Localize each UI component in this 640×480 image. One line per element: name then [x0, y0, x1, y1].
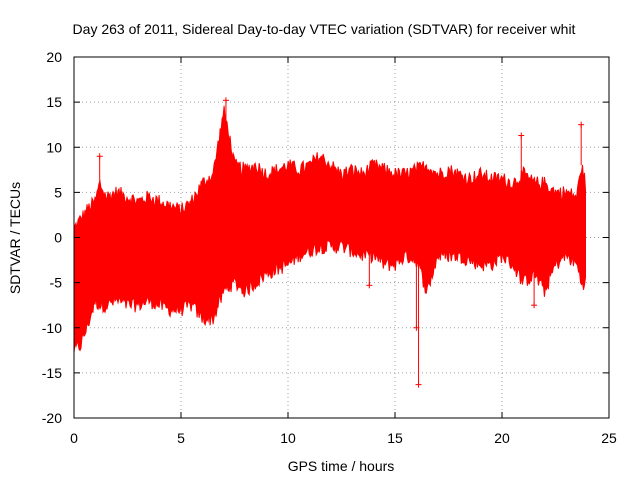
axis-ticks: [73, 56, 610, 419]
y-axis-label: SDTVAR / TECUs: [7, 182, 23, 294]
x-tick-label: 0: [70, 430, 78, 446]
y-tick-label: -10: [42, 320, 62, 336]
x-tick-label: 15: [387, 430, 403, 446]
y-tick-label: 5: [54, 184, 62, 200]
x-tick-labels: 0 5 10 15 20 25: [70, 430, 617, 446]
x-tick-label: 5: [177, 430, 185, 446]
y-tick-label: 20: [46, 49, 62, 65]
x-axis-label: GPS time / hours: [288, 458, 395, 474]
y-tick-label: 15: [46, 94, 62, 110]
chart-title: Day 263 of 2011, Sidereal Day-to-day VTE…: [73, 21, 576, 37]
y-tick-labels: -20 -15 -10 -5 0 5 10 15 20: [42, 49, 62, 426]
y-tick-label: -15: [42, 365, 62, 381]
y-tick-label: 0: [54, 230, 62, 246]
x-tick-label: 25: [601, 430, 617, 446]
x-tick-label: 20: [494, 430, 510, 446]
data-series: [73, 97, 586, 388]
y-tick-label: 10: [46, 139, 62, 155]
y-tick-label: -5: [50, 275, 63, 291]
y-tick-label: -20: [42, 410, 62, 426]
x-tick-label: 10: [280, 430, 296, 446]
sdtvar-band: [73, 105, 586, 354]
